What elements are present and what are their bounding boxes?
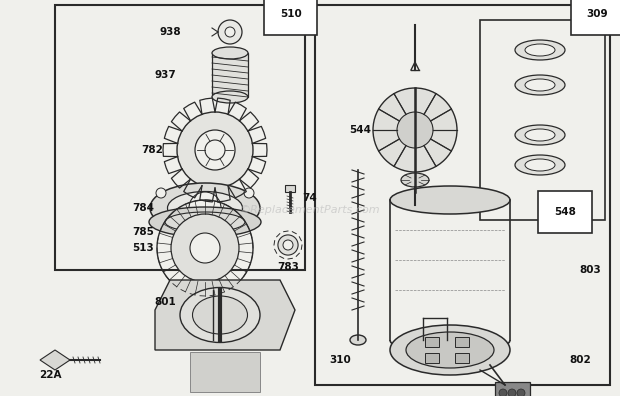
Bar	[480, 20, 605, 220]
Circle shape	[373, 88, 457, 172]
Text: ©ReplacementParts.com: ©ReplacementParts.com	[240, 205, 380, 215]
Ellipse shape	[401, 173, 429, 187]
Circle shape	[225, 27, 235, 37]
Circle shape	[244, 218, 254, 228]
Bar	[455, 353, 469, 363]
Bar	[455, 337, 469, 347]
Text: 938: 938	[159, 27, 181, 37]
Text: 802: 802	[569, 355, 591, 365]
Ellipse shape	[525, 44, 555, 56]
Circle shape	[244, 188, 254, 198]
Circle shape	[283, 240, 293, 250]
Circle shape	[397, 112, 433, 148]
Ellipse shape	[525, 129, 555, 141]
Text: 801: 801	[154, 297, 176, 307]
Polygon shape	[155, 280, 295, 350]
Ellipse shape	[390, 325, 510, 375]
Bar	[425, 353, 439, 363]
Ellipse shape	[212, 47, 248, 59]
Circle shape	[156, 188, 166, 198]
Bar	[425, 337, 439, 347]
Ellipse shape	[390, 186, 510, 214]
Ellipse shape	[525, 79, 555, 91]
Circle shape	[499, 389, 507, 396]
Text: 548: 548	[554, 207, 576, 217]
Text: 783: 783	[277, 262, 299, 272]
Circle shape	[177, 112, 253, 188]
Text: 22A: 22A	[39, 370, 61, 380]
Text: 310: 310	[329, 355, 351, 365]
Text: 513: 513	[132, 243, 154, 253]
Bar	[315, 5, 610, 385]
Circle shape	[189, 192, 221, 224]
Circle shape	[156, 218, 166, 228]
Text: 510: 510	[280, 9, 302, 19]
Bar	[495, 382, 530, 396]
Ellipse shape	[150, 183, 260, 233]
Circle shape	[278, 235, 298, 255]
Bar	[285, 185, 295, 192]
Circle shape	[171, 214, 239, 282]
Bar	[55, 5, 305, 270]
Circle shape	[508, 389, 516, 396]
Ellipse shape	[515, 125, 565, 145]
Text: 74: 74	[303, 193, 317, 203]
Ellipse shape	[212, 91, 248, 103]
Ellipse shape	[515, 155, 565, 175]
Ellipse shape	[350, 335, 366, 345]
Text: 544: 544	[349, 125, 371, 135]
Ellipse shape	[406, 332, 494, 368]
Bar	[212, 53, 248, 97]
Ellipse shape	[515, 40, 565, 60]
Text: 803: 803	[579, 265, 601, 275]
Circle shape	[517, 389, 525, 396]
Ellipse shape	[180, 287, 260, 343]
Ellipse shape	[165, 212, 245, 232]
Text: 782: 782	[141, 145, 163, 155]
Circle shape	[205, 140, 225, 160]
Ellipse shape	[167, 192, 242, 225]
Circle shape	[218, 20, 242, 44]
Text: 937: 937	[154, 70, 176, 80]
Bar	[190, 352, 260, 392]
Text: 309: 309	[586, 9, 608, 19]
Circle shape	[190, 233, 220, 263]
Text: 785: 785	[132, 227, 154, 237]
Ellipse shape	[525, 159, 555, 171]
Polygon shape	[40, 350, 70, 370]
Text: 784: 784	[132, 203, 154, 213]
Ellipse shape	[515, 75, 565, 95]
Ellipse shape	[149, 207, 261, 237]
Ellipse shape	[192, 296, 247, 334]
Circle shape	[195, 130, 235, 170]
